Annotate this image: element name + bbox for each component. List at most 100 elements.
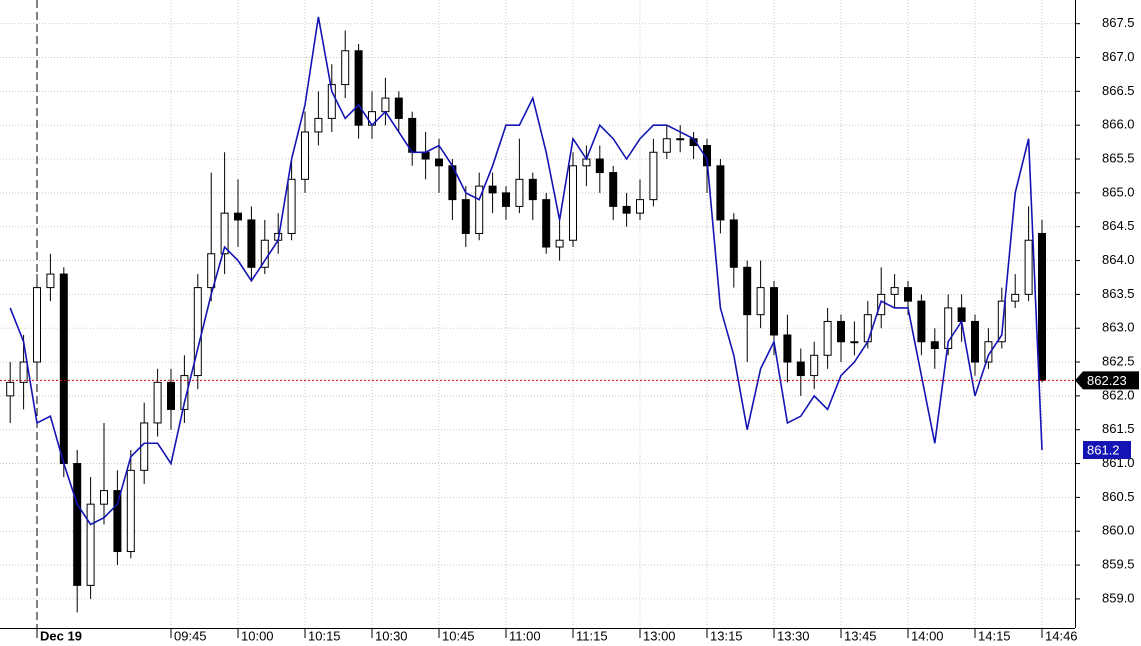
candle-body	[783, 334, 792, 363]
candle-body	[46, 273, 55, 289]
candle-body	[327, 84, 336, 119]
candle-body	[877, 293, 886, 316]
x-tick-label: 14:00	[911, 628, 944, 643]
x-tick-label: 10:15	[308, 628, 341, 643]
y-tick-label: 862.5	[1102, 353, 1135, 368]
candle-body	[207, 253, 216, 289]
x-tick-label: 10:00	[241, 628, 274, 643]
y-tick-label: 862.0	[1102, 387, 1135, 402]
last-price-label: 862.23	[1087, 373, 1127, 388]
candle-body	[609, 172, 618, 207]
candle-body	[220, 212, 229, 255]
candle-body	[997, 300, 1006, 343]
x-tick-label: 14:46	[1045, 628, 1078, 643]
candle-body	[622, 205, 631, 214]
y-tick-label: 860.5	[1102, 489, 1135, 504]
candle-body	[796, 361, 805, 377]
y-tick-label: 859.0	[1102, 590, 1135, 605]
candle-body	[716, 165, 725, 221]
y-tick-label: 863.5	[1102, 286, 1135, 301]
candle-body	[180, 375, 189, 410]
x-tick-label: 11:00	[509, 628, 541, 643]
y-tick-label: 859.5	[1102, 557, 1135, 572]
candle-body	[810, 354, 819, 377]
candle-body	[984, 341, 993, 363]
candle-body	[234, 212, 242, 221]
x-tick-label: Dec 19	[40, 628, 82, 643]
candle-body	[662, 138, 671, 153]
x-tick-label: 11:15	[576, 628, 608, 643]
candle-body	[314, 117, 323, 133]
candle-body	[475, 185, 484, 234]
line-series	[9, 16, 1043, 526]
y-tick-label: 867.5	[1102, 15, 1135, 30]
candle-body	[435, 158, 443, 167]
candle-body	[971, 320, 979, 363]
y-tick-label: 865.5	[1102, 150, 1135, 165]
candle-body	[502, 192, 510, 207]
candle-body	[850, 341, 859, 344]
x-tick-label: 13:30	[777, 628, 810, 643]
candle-body	[153, 381, 162, 424]
candle-body	[729, 219, 738, 268]
y-tick-label: 867.0	[1102, 49, 1135, 64]
candle-body	[595, 158, 604, 174]
candle-body	[6, 381, 15, 397]
candle-body	[301, 131, 309, 180]
candle-body	[528, 178, 537, 201]
candle-body	[890, 287, 899, 295]
y-tick-label: 866.0	[1102, 117, 1135, 132]
candle-body	[126, 469, 135, 553]
candle-body	[488, 185, 497, 194]
candle-body	[193, 287, 202, 377]
candle-body	[930, 341, 939, 350]
candle-body	[341, 50, 350, 86]
y-tick-label: 860.0	[1102, 523, 1135, 538]
candle-body	[86, 503, 95, 586]
x-tick-label: 13:15	[710, 628, 743, 643]
candle-body	[823, 320, 832, 356]
candle-body	[19, 361, 28, 383]
candle-body	[904, 287, 912, 302]
candle-body	[1011, 293, 1020, 302]
candle-body	[743, 266, 752, 316]
candle-body	[756, 287, 765, 316]
x-tick-label: 10:30	[375, 628, 408, 643]
candle-body	[636, 199, 644, 214]
y-tick-label: 861.5	[1102, 421, 1135, 436]
x-tick-label: 13:00	[643, 628, 676, 643]
candle-body	[542, 199, 551, 248]
candle-body	[957, 307, 966, 322]
candle-body	[100, 490, 108, 505]
candle-body	[1038, 232, 1046, 381]
x-tick-label: 14:15	[978, 628, 1011, 643]
candle-body	[837, 320, 845, 343]
candle-body	[33, 287, 41, 363]
y-tick-label: 864.0	[1102, 252, 1135, 267]
candle-body	[381, 97, 390, 113]
candle-body	[770, 287, 778, 336]
x-tick-label: 10:45	[442, 628, 475, 643]
x-tick-label: 13:45	[844, 628, 877, 643]
candle-body	[569, 165, 577, 241]
candle-body	[917, 300, 926, 343]
candle-body	[394, 97, 403, 119]
candle-body	[59, 273, 68, 465]
candle-body	[260, 239, 269, 268]
candle-body	[944, 307, 953, 350]
candle-body	[649, 151, 658, 201]
candle-body	[461, 199, 470, 234]
candle-body	[287, 178, 296, 234]
y-tick-label: 864.5	[1102, 218, 1135, 233]
candle-body	[1024, 239, 1033, 295]
y-tick-label: 866.5	[1102, 83, 1135, 98]
y-tick-label: 865.0	[1102, 184, 1135, 199]
candle-body	[113, 490, 122, 553]
candle-body	[863, 314, 872, 343]
candle-body	[515, 178, 524, 207]
candle-body	[167, 381, 175, 410]
candle-body	[354, 50, 363, 126]
last-price-tag	[1075, 371, 1139, 390]
candle-body	[555, 239, 564, 248]
candle-body	[73, 463, 82, 586]
